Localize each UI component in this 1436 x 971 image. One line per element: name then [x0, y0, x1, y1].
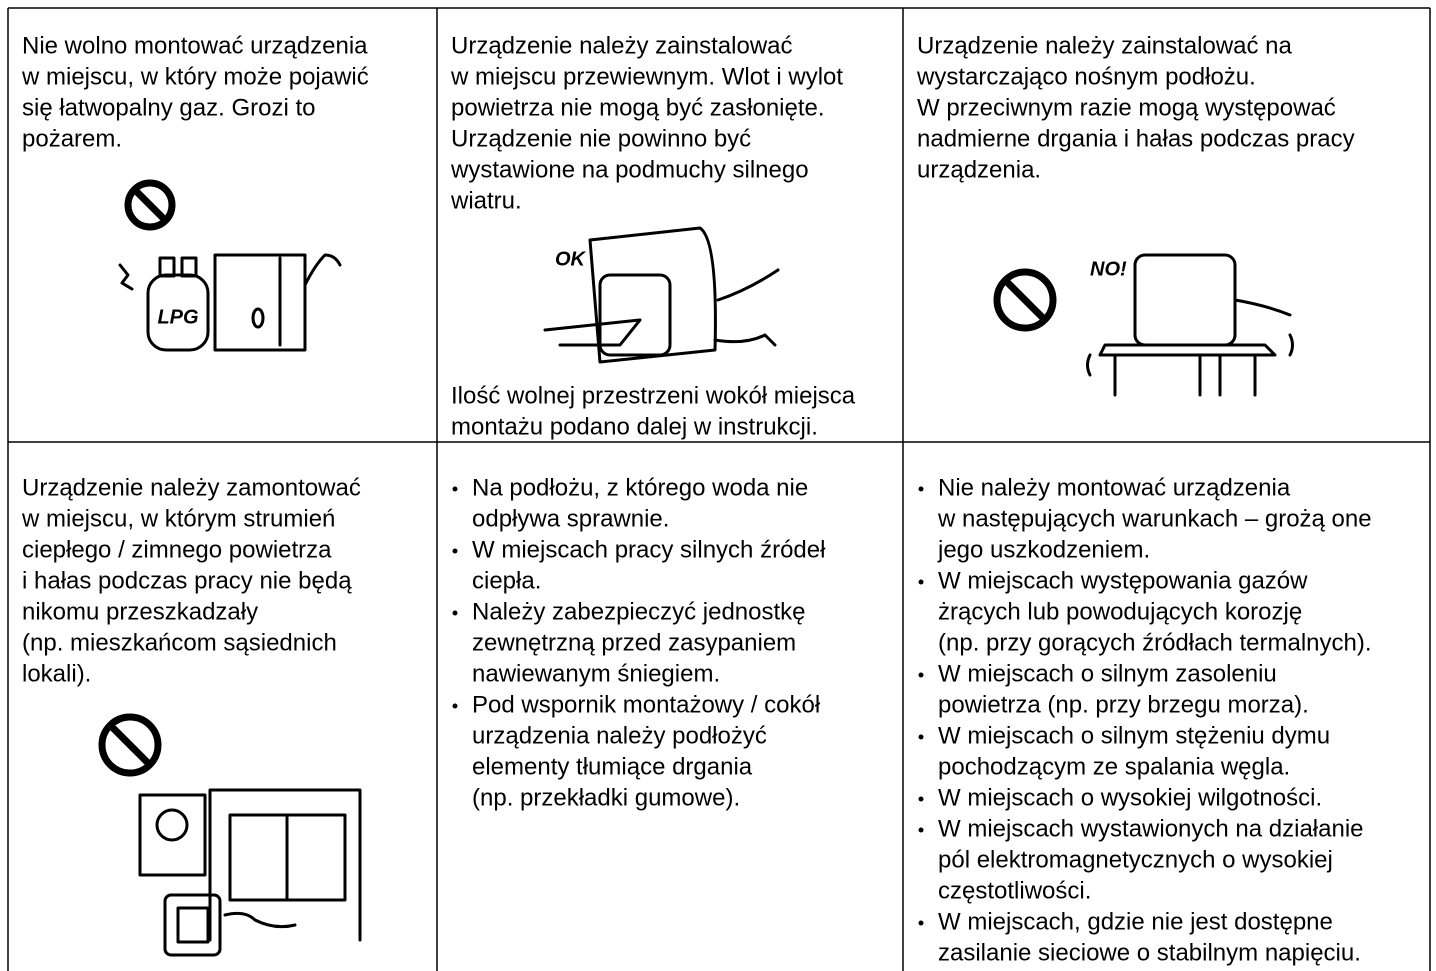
cell-text: urządzenia. — [917, 156, 1041, 183]
list-item-text: W miejscach o silnym stężeniu dymu — [938, 722, 1330, 749]
list-item-text: Nie należy montować urządzenia — [938, 474, 1291, 501]
list-item-text: Pod wspornik montażowy / cokół — [472, 691, 821, 718]
list-item-text: zasilanie sieciowe o stabilnym napięciu. — [938, 939, 1361, 966]
cell-note: Ilość wolnej przestrzeni wokół miejsca — [451, 382, 856, 409]
list-item-text: zewnętrzną przed zasypaniem — [472, 629, 796, 656]
bullet — [452, 486, 458, 492]
cell-text: powietrza nie mogą być zasłonięte. — [451, 94, 825, 121]
cell-text: nikomu przeszkadzały — [22, 598, 258, 625]
list-item-text: jego uszkodzeniem. — [937, 536, 1150, 563]
bullet — [918, 486, 924, 492]
list-item-text: pól elektromagnetycznych o wysokiej — [938, 846, 1333, 873]
illustration-neighbours — [98, 713, 362, 957]
cell-text: w miejscu, w którym strumień — [21, 505, 335, 532]
list-item-text: ciepła. — [472, 567, 541, 594]
cell-text: i hałas podczas pracy nie będą — [22, 567, 352, 594]
list-item-text: urządzenia należy podłożyć — [472, 722, 767, 749]
figure-label: OK — [555, 248, 587, 270]
cell-text: w miejscu przewiewnym. Wlot i wylot — [450, 63, 843, 90]
cell-text: Urządzenie należy zainstalować na — [917, 32, 1293, 59]
list-item-text: częstotliwości. — [938, 877, 1091, 904]
illustration-no: NO! — [993, 253, 1294, 397]
list-item-text: W miejscach o wysokiej wilgotności. — [938, 784, 1322, 811]
list-item-text: w następujących warunkach – grożą one — [937, 505, 1372, 532]
cell-text: Urządzenie nie powinno być — [451, 125, 751, 152]
bullet — [918, 734, 924, 740]
bullet — [452, 548, 458, 554]
list-item-text: W miejscach wystawionych na działanie — [938, 815, 1364, 842]
list-item-text: powietrza (np. przy brzegu morza). — [938, 691, 1309, 718]
list-item-text: elementy tłumiące drgania — [472, 753, 753, 780]
cell-text: (np. mieszkańcom sąsiednich — [22, 629, 337, 656]
list-item-text: W miejscach, gdzie nie jest dostępne — [938, 908, 1333, 935]
cell-text: wiatru. — [450, 187, 522, 214]
bullet — [918, 827, 924, 833]
illustration-ok: OK — [543, 226, 780, 364]
list-item-text: Należy zabezpieczyć jednostkę — [472, 598, 806, 625]
list-item-text: pochodzącym ze spalania węgla. — [938, 753, 1290, 780]
bullet — [452, 703, 458, 709]
cell-text: się łatwopalny gaz. Grozi to — [22, 94, 315, 121]
list-item-text: nawiewanym śniegiem. — [472, 660, 720, 687]
list-item-text: Na podłożu, z którego woda nie — [472, 474, 808, 501]
list-item-text: W miejscach o silnym zasoleniu — [938, 660, 1277, 687]
list-item-text: żrących lub powodujących korozję — [938, 598, 1302, 625]
list-item-text: W miejscach pracy silnych źródeł — [472, 536, 826, 563]
cell-text: w miejscu, w który może pojawić — [21, 63, 369, 90]
list-item-text: (np. przekładki gumowe). — [472, 784, 740, 811]
illustration-lpg: LPG — [118, 179, 342, 352]
cell-text: pożarem. — [22, 125, 122, 152]
cell-text: Nie wolno montować urządzenia — [22, 32, 368, 59]
cell-text: W przeciwnym razie mogą występować — [917, 94, 1336, 121]
bullet — [918, 920, 924, 926]
cell-note: montażu podano dalej w instrukcji. — [451, 413, 818, 440]
figure-label: NO! — [1090, 258, 1127, 280]
figure-label: LPG — [157, 306, 198, 328]
list-item-text: (np. przy gorących źródłach termalnych). — [938, 629, 1372, 656]
bullet — [918, 796, 924, 802]
bullet — [452, 610, 458, 616]
cell-text: Urządzenie należy zamontować — [22, 474, 361, 501]
bullet — [918, 672, 924, 678]
table-frame — [7, 7, 1431, 971]
cell-text: ciepłego / zimnego powietrza — [22, 536, 332, 563]
cell-text: nadmierne drgania i hałas podczas pracy — [917, 125, 1355, 152]
list-item-text: odpływa sprawnie. — [472, 505, 669, 532]
cell-text: Urządzenie należy zainstalować — [451, 32, 793, 59]
cell-text: lokali). — [22, 660, 91, 687]
list-item-text: W miejscach występowania gazów — [938, 567, 1308, 594]
bullet — [918, 579, 924, 585]
cell-text: wystawione na podmuchy silnego — [450, 156, 809, 183]
cell-text: wystarczająco nośnym podłożu. — [916, 63, 1256, 90]
